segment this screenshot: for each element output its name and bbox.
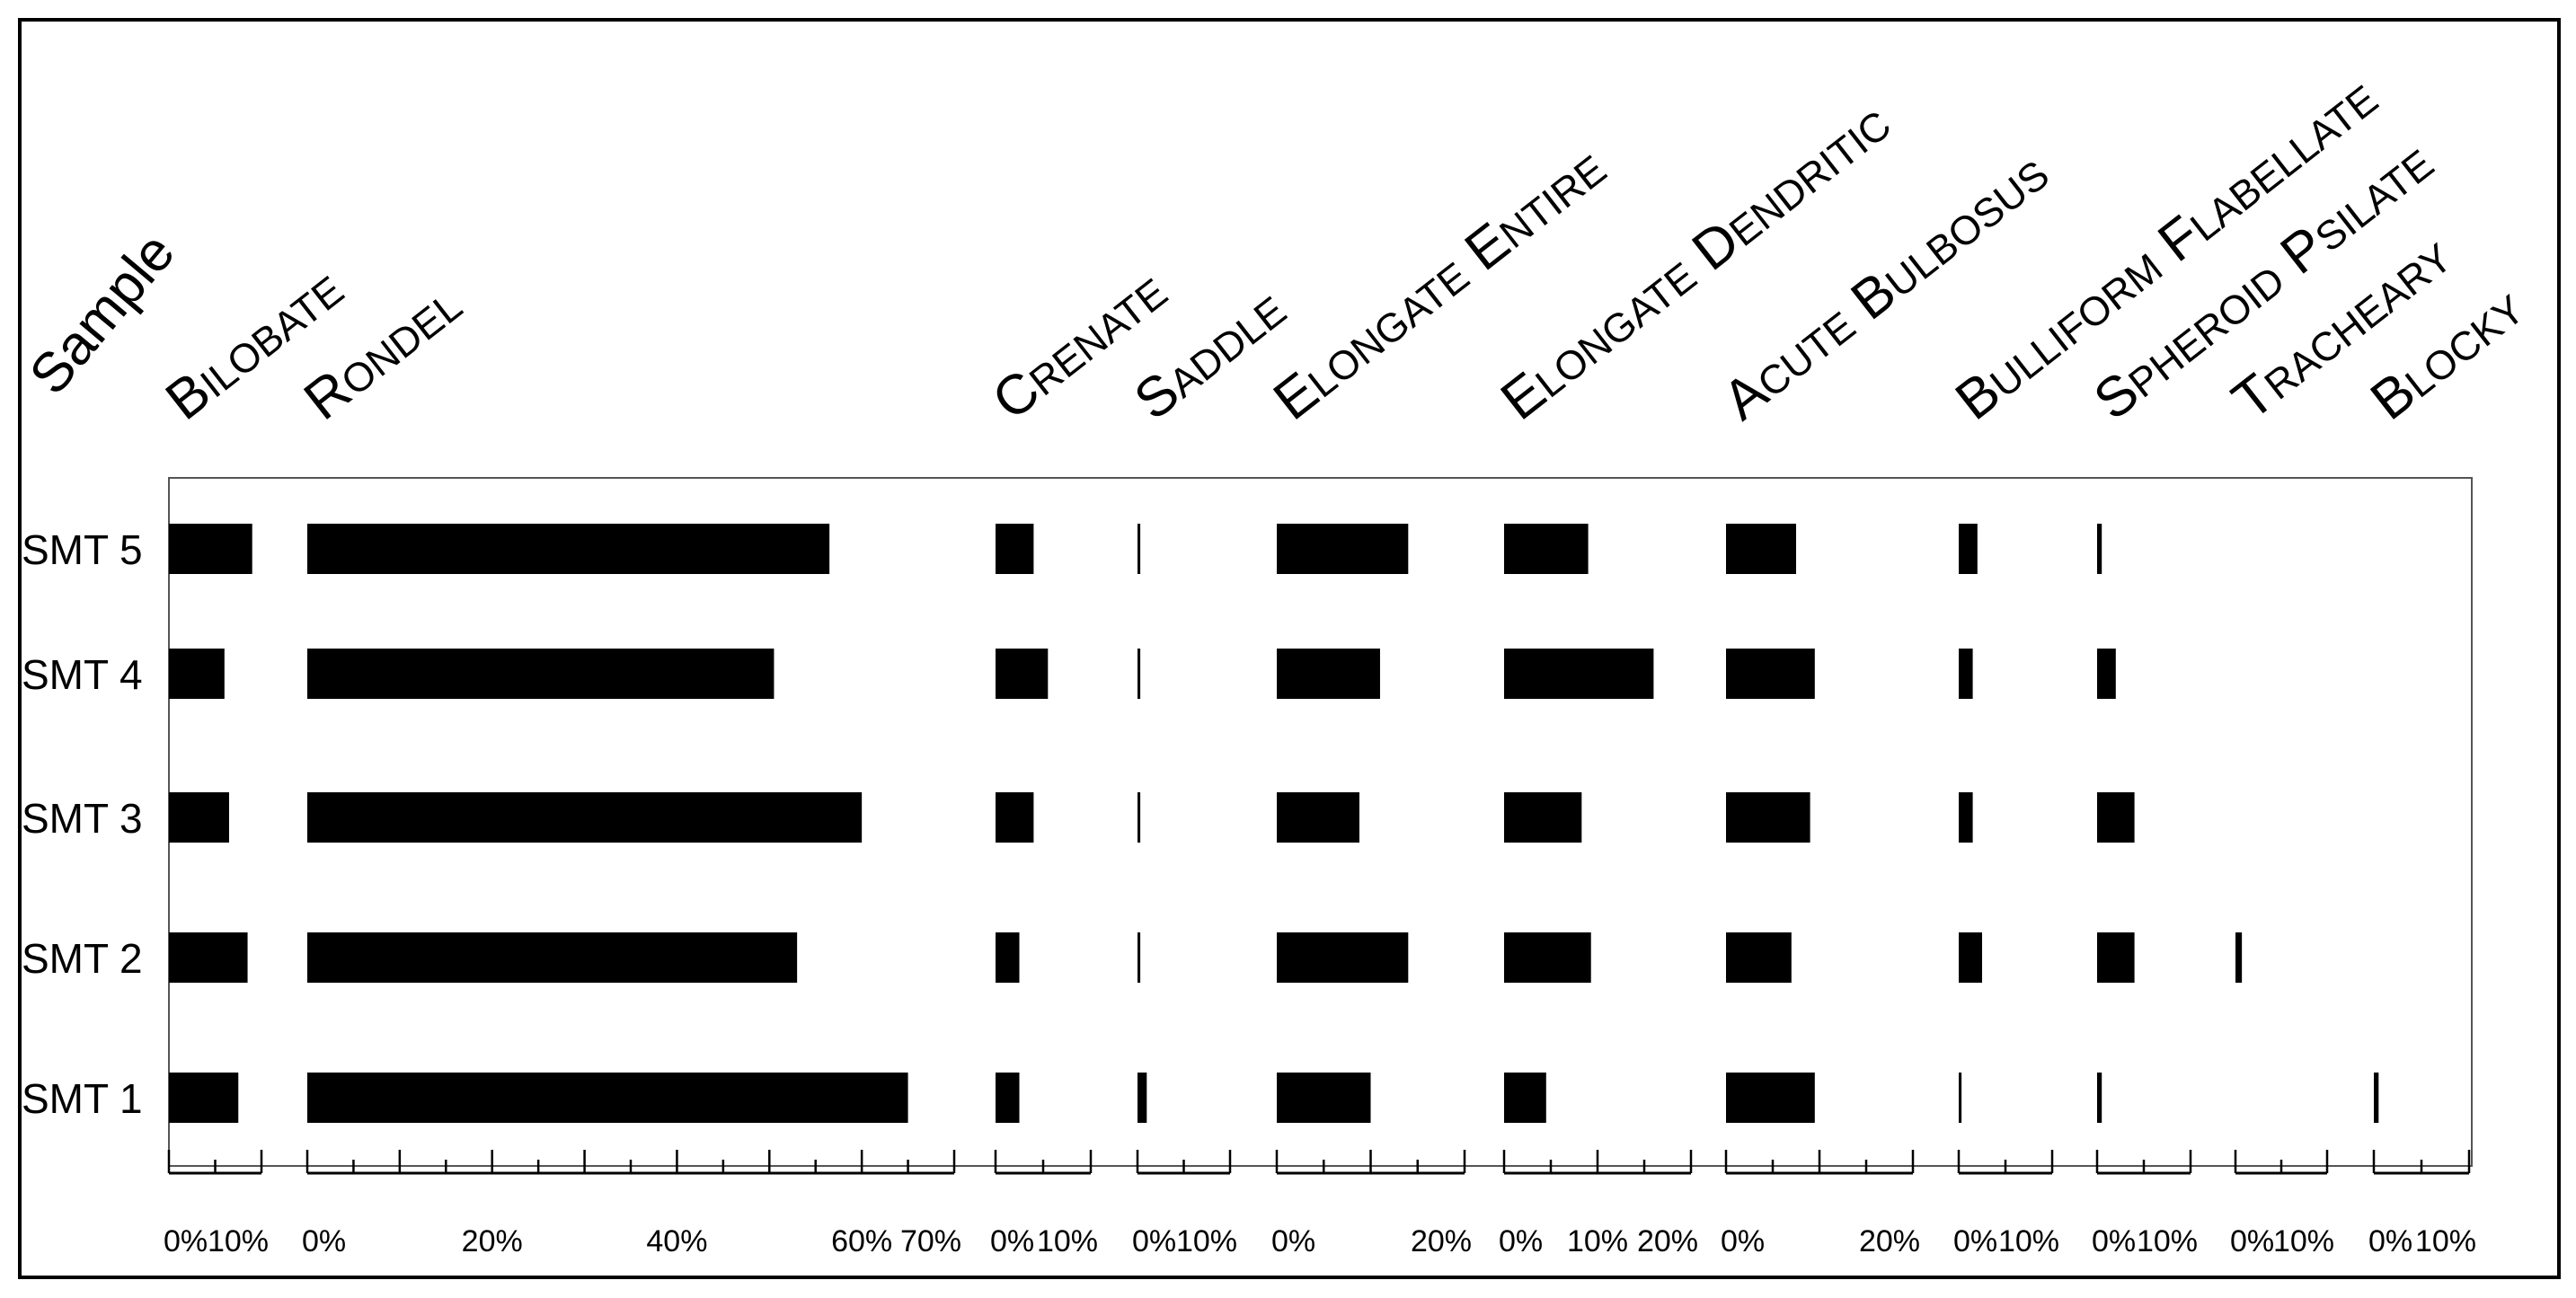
bar-rondel-smt-5: [307, 524, 830, 574]
bar-crenate-smt-2: [996, 932, 1020, 983]
bar-spheroid-psilate-smt-5: [2097, 524, 2102, 574]
bar-crenate-smt-3: [996, 792, 1034, 843]
row-label-smt-4: SMT 4: [22, 651, 143, 698]
bar-spheroid-psilate-smt-2: [2097, 932, 2135, 983]
bar-elongate-entire-smt-4: [1277, 649, 1380, 699]
bar-acute-bulbosus-smt-1: [1726, 1073, 1815, 1123]
bar-elongate-dendritic-smt-3: [1504, 792, 1582, 843]
bar-saddle-smt-2: [1138, 932, 1141, 983]
bar-spheroid-psilate-smt-3: [2097, 792, 2135, 843]
bar-saddle-smt-4: [1138, 649, 1141, 699]
tick-label-rondel-60: 60%: [831, 1224, 892, 1258]
bar-bulliform-flabellate-smt-3: [1959, 792, 1973, 843]
bar-elongate-entire-smt-5: [1277, 524, 1409, 574]
tick-label-saddle-0: 0%: [1132, 1224, 1176, 1258]
bar-bilobate-smt-2: [169, 932, 248, 983]
panel-axes: 0% 10% 0% 20% 40% 60% 70% 0% 10% 0% 10% 0% 20% 0% 10% 2…: [164, 1150, 2476, 1258]
bar-elongate-entire-smt-2: [1277, 932, 1409, 983]
bar-elongate-entire-smt-3: [1277, 792, 1359, 843]
bar-bilobate-smt-4: [169, 649, 225, 699]
bar-crenate-smt-5: [996, 524, 1034, 574]
bar-bilobate-smt-1: [169, 1073, 239, 1123]
row-label-smt-3: SMT 3: [22, 795, 143, 842]
tick-label-rondel-70: 70%: [900, 1224, 961, 1258]
row-label-smt-5: SMT 5: [22, 526, 143, 573]
tick-label-rondel-40: 40%: [646, 1224, 707, 1258]
tick-label-blocky-10: 10%: [2415, 1224, 2476, 1258]
bar-elongate-dendritic-smt-4: [1504, 649, 1654, 699]
bar-saddle-smt-3: [1138, 792, 1141, 843]
bar-elongate-dendritic-smt-1: [1504, 1073, 1546, 1123]
bar-acute-bulbosus-smt-4: [1726, 649, 1815, 699]
bar-elongate-entire-smt-1: [1277, 1073, 1371, 1123]
tick-label-crenate-0: 0%: [990, 1224, 1034, 1258]
bar-acute-bulbosus-smt-2: [1726, 932, 1792, 983]
tick-label-rondel-0: 0%: [302, 1224, 346, 1258]
tick-label-bilobate-10: 10%: [208, 1224, 269, 1258]
tick-label-elongate-entire-20: 20%: [1411, 1224, 1472, 1258]
tick-label-spheroid-psilate-0: 0%: [2092, 1224, 2136, 1258]
bar-rondel-smt-2: [307, 932, 798, 983]
bar-crenate-smt-1: [996, 1073, 1020, 1123]
bar-crenate-smt-4: [996, 649, 1049, 699]
bar-bilobate-smt-3: [169, 792, 229, 843]
tick-label-elongate-dendritic-10: 10%: [1567, 1224, 1628, 1258]
panel-header-elongate-dendritic: ELONGATE DENDRITIC: [1490, 92, 1901, 432]
tick-label-tracheary-0: 0%: [2230, 1224, 2274, 1258]
tick-label-bilobate-0: 0%: [164, 1224, 208, 1258]
tick-label-saddle-10: 10%: [1176, 1224, 1237, 1258]
row-label-smt-2: SMT 2: [22, 935, 143, 982]
bar-bulliform-flabellate-smt-2: [1959, 932, 1982, 983]
bar-spheroid-psilate-smt-4: [2097, 649, 2116, 699]
bar-rondel-smt-1: [307, 1073, 908, 1123]
bar-bilobate-smt-5: [169, 524, 252, 574]
tick-label-tracheary-10: 10%: [2273, 1224, 2334, 1258]
bar-bulliform-flabellate-smt-5: [1959, 524, 1978, 574]
tick-label-acute-bulbosus-20: 20%: [1859, 1224, 1920, 1258]
bar-bulliform-flabellate-smt-4: [1959, 649, 1973, 699]
bar-elongate-dendritic-smt-2: [1504, 932, 1591, 983]
tick-label-spheroid-psilate-10: 10%: [2137, 1224, 2198, 1258]
bar-bulliform-flabellate-smt-1: [1959, 1073, 1962, 1123]
row-label-smt-1: SMT 1: [22, 1075, 143, 1122]
bar-tracheary-smt-2: [2235, 932, 2243, 983]
bar-rondel-smt-4: [307, 649, 775, 699]
bar-acute-bulbosus-smt-3: [1726, 792, 1810, 843]
tick-label-blocky-0: 0%: [2368, 1224, 2412, 1258]
bar-spheroid-psilate-smt-1: [2097, 1073, 2102, 1123]
figure-frame: [18, 18, 2561, 1279]
bar-saddle-smt-5: [1138, 524, 1141, 574]
bar-blocky-smt-1: [2374, 1073, 2379, 1123]
row-labels: SMT 5 SMT 4 SMT 3 SMT 2 SMT 1: [22, 526, 143, 1122]
bar-acute-bulbosus-smt-5: [1726, 524, 1796, 574]
tick-label-rondel-20: 20%: [462, 1224, 523, 1258]
tick-label-crenate-10: 10%: [1037, 1224, 1098, 1258]
tick-label-elongate-dendritic-0: 0%: [1499, 1224, 1543, 1258]
tick-label-bulliform-flabellate-0: 0%: [1953, 1224, 1997, 1258]
tick-label-bulliform-flabellate-10: 10%: [1998, 1224, 2059, 1258]
tick-label-acute-bulbosus-0: 0%: [1721, 1224, 1765, 1258]
bars: [169, 524, 2379, 1123]
bar-saddle-smt-1: [1138, 1073, 1147, 1123]
tick-label-elongate-entire-0: 0%: [1271, 1224, 1315, 1258]
bar-rondel-smt-3: [307, 792, 863, 843]
bar-elongate-dendritic-smt-5: [1504, 524, 1589, 574]
tick-label-elongate-dendritic-20: 20%: [1637, 1224, 1698, 1258]
